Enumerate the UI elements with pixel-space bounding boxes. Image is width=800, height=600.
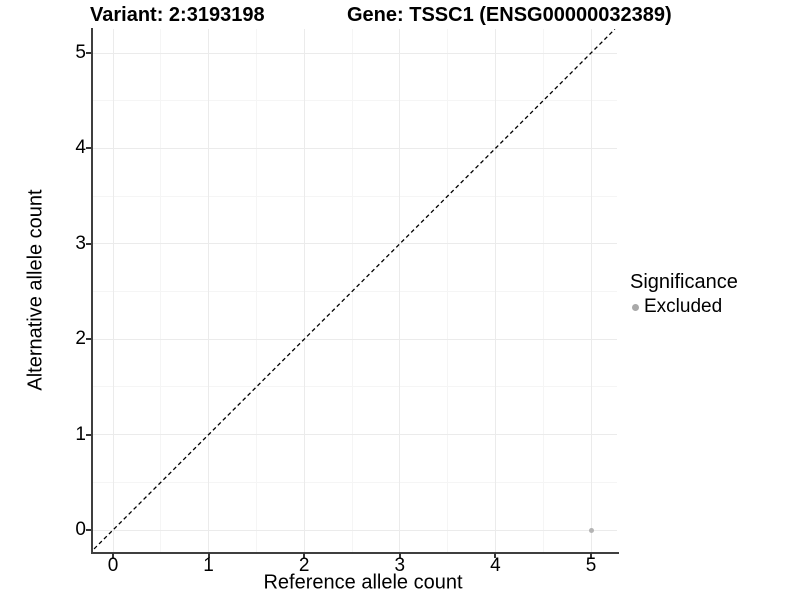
data-point xyxy=(588,527,594,533)
gridline-major-y xyxy=(93,338,617,340)
x-tick-mark xyxy=(303,553,306,558)
gridline-minor-x xyxy=(447,29,449,552)
identity-line xyxy=(93,29,616,551)
x-axis-title: Reference allele count xyxy=(263,571,463,594)
x-tick-label: 5 xyxy=(585,555,597,576)
gridline-major-y xyxy=(93,243,617,245)
legend-item-label: Excluded xyxy=(644,296,723,317)
x-tick-mark xyxy=(112,553,114,558)
gene-title: Gene: TSSC1 (ENSG00000032389) xyxy=(347,4,672,26)
gridline-minor-y xyxy=(93,481,617,483)
gridline-minor-x xyxy=(351,29,353,552)
legend: Significance Excluded xyxy=(630,271,738,318)
gridline-major-y xyxy=(93,52,617,54)
legend-title: Significance xyxy=(630,271,738,293)
gridline-major-x xyxy=(399,29,401,552)
y-tick-label: 2 xyxy=(75,328,86,350)
y-tick-mark xyxy=(86,529,91,531)
plot-panel xyxy=(93,29,617,552)
legend-item-excluded: Excluded xyxy=(630,296,738,318)
x-tick-label: 1 xyxy=(203,555,214,576)
gridline-minor-x xyxy=(542,29,544,552)
x-tick-mark xyxy=(590,553,592,558)
y-tick-label: 3 xyxy=(75,232,86,254)
y-tick-mark xyxy=(86,338,91,341)
variant-title: Variant: 2:3193198 xyxy=(90,4,265,26)
gridline-major-x xyxy=(303,29,305,552)
y-axis-line xyxy=(91,28,93,554)
identity-line-layer xyxy=(93,29,616,551)
x-tick-label: 4 xyxy=(490,555,501,576)
y-tick-label: 1 xyxy=(75,423,86,445)
x-tick-label: 3 xyxy=(394,555,406,576)
y-tick-label: 4 xyxy=(75,137,86,159)
gridline-major-y xyxy=(93,147,617,149)
gridline-minor-y xyxy=(93,195,617,197)
y-tick-mark xyxy=(86,147,91,150)
gridline-minor-y xyxy=(93,291,617,292)
gridline-major-y xyxy=(93,434,617,436)
gridline-major-x xyxy=(208,29,210,552)
gridline-minor-x xyxy=(160,29,162,552)
y-axis-title: Alternative allele count xyxy=(24,189,47,391)
x-tick-label: 2 xyxy=(298,555,310,576)
x-axis-line xyxy=(91,552,619,554)
x-tick-label: 0 xyxy=(107,555,119,576)
x-tick-mark xyxy=(494,553,497,558)
gridline-major-y xyxy=(93,529,617,531)
excluded-dot-icon xyxy=(632,303,639,311)
y-tick-mark xyxy=(86,433,91,436)
y-tick-mark xyxy=(86,242,91,245)
y-tick-mark xyxy=(86,52,91,54)
gridline-major-x xyxy=(494,29,496,552)
gridline-major-x xyxy=(590,29,592,552)
y-tick-label: 0 xyxy=(75,519,86,540)
gridline-minor-x xyxy=(255,29,257,552)
gridline-minor-y xyxy=(93,386,617,388)
gridline-minor-y xyxy=(93,100,617,102)
x-tick-mark xyxy=(207,553,210,558)
x-tick-mark xyxy=(398,553,401,558)
y-tick-label: 5 xyxy=(75,42,86,63)
gridline-major-x xyxy=(112,29,114,552)
